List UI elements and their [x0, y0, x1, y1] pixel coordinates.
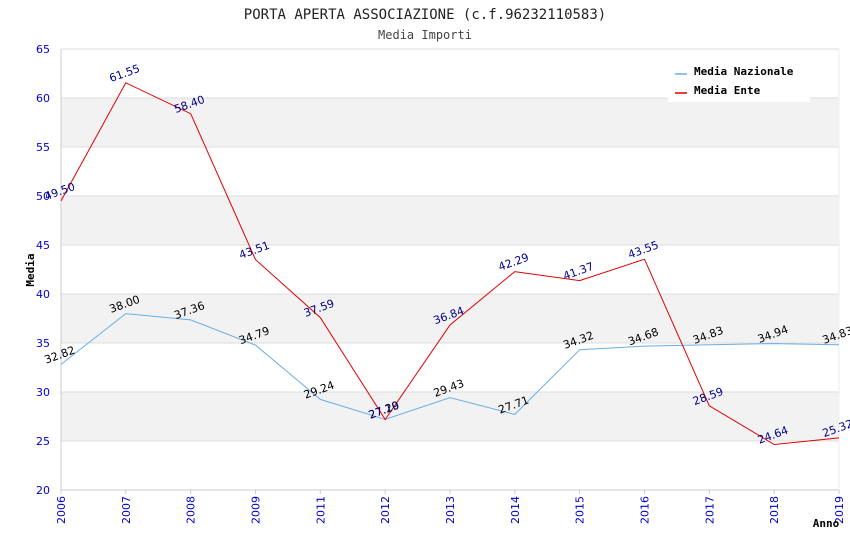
x-tick-label: 2019	[833, 496, 846, 524]
series-line-ente	[60, 82, 840, 446]
y-tick-label: 60	[36, 92, 50, 105]
series-line-nazionale	[60, 313, 840, 420]
y-tick-label: 40	[36, 288, 50, 301]
legend-label-nazionale: Media Nazionale	[694, 65, 794, 78]
x-tick-label: 2015	[574, 496, 587, 524]
grid-bands	[61, 98, 839, 441]
legend-label-ente: Media Ente	[694, 84, 761, 97]
x-tick-label: 2018	[768, 496, 781, 524]
grid-band	[61, 98, 839, 147]
series-group	[60, 82, 840, 446]
x-tick-label: 2007	[120, 496, 133, 524]
x-tick-label: 2008	[185, 496, 198, 524]
x-tick-label: 2009	[250, 496, 263, 524]
y-tick-label: 30	[36, 386, 50, 399]
chart-title: PORTA APERTA ASSOCIAZIONE (c.f.962321105…	[244, 7, 606, 23]
y-tick-label: 45	[36, 239, 50, 252]
y-tick-label: 35	[36, 337, 50, 350]
x-tick-label: 2006	[55, 496, 68, 524]
x-tick-label: 2013	[444, 496, 457, 524]
y-axis-ticks: 20 25 30 35 40 45 50 55 60 65	[36, 43, 50, 497]
y-axis-label: Media	[24, 253, 37, 286]
x-axis-ticks: 2006 2007 2008 2009 2011 2012 2013 2014 2015 2016…	[55, 490, 846, 524]
grid-band	[61, 196, 839, 245]
x-tick-label: 2014	[509, 496, 522, 524]
y-tick-label: 65	[36, 43, 50, 56]
y-tick-label: 50	[36, 190, 50, 203]
x-tick-label: 2017	[703, 496, 716, 524]
data-label-ente: 41.37	[561, 260, 595, 283]
grid-band	[61, 294, 839, 343]
legend-background	[668, 60, 810, 102]
x-tick-label: 2011	[314, 496, 327, 524]
y-tick-label: 20	[36, 484, 50, 497]
legend: Media Nazionale Media Ente	[668, 60, 810, 102]
data-label-ente: 61.55	[108, 62, 142, 85]
x-tick-label: 2016	[639, 496, 652, 524]
x-axis-label: Anno	[813, 517, 840, 530]
x-tick-label: 2012	[379, 496, 392, 524]
y-tick-label: 55	[36, 141, 50, 154]
y-tick-label: 25	[36, 435, 50, 448]
chart-subtitle: Media Importi	[378, 28, 472, 42]
data-label-ente: 42.29	[497, 251, 531, 274]
grid-band	[61, 392, 839, 441]
